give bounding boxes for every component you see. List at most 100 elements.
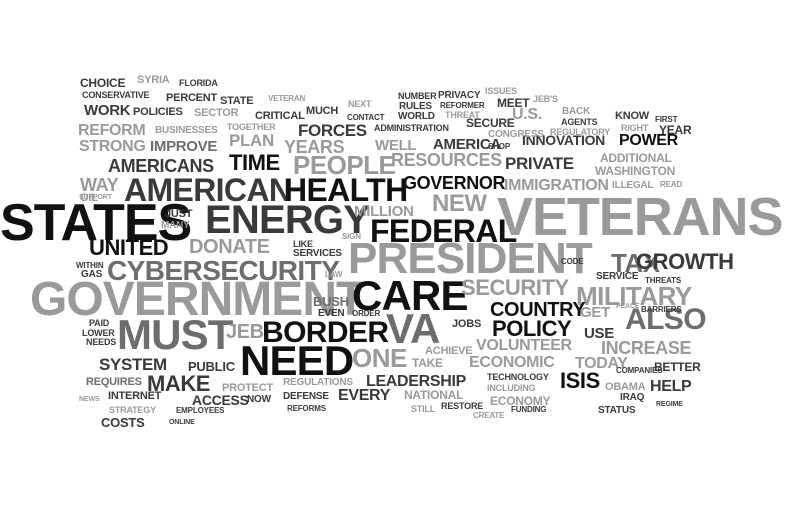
word: IMMIGRATION [504,177,609,194]
word: COSTS [101,415,145,430]
word: ORDER [352,309,381,318]
word: WITHIN [76,261,104,270]
word: JOBS [452,318,482,330]
word: FLORIDA [179,78,218,88]
word: STILL [411,404,436,414]
word: RULES [399,101,432,112]
word: NUMBER [398,91,437,101]
word: SERVICE [596,271,639,282]
word: AMERICA [433,136,501,153]
word: CONGRESS [488,129,544,140]
word: POLICIES [133,106,183,118]
word: CODE [561,257,584,266]
word: SECURE [466,116,515,130]
word: STATUS [598,405,636,416]
word: CHOICE [80,76,126,90]
word: CRITICAL [255,110,305,122]
word: NEW [432,190,487,217]
word: SUPPORT [79,194,112,201]
word: SECURITY [461,275,569,300]
word: BARRIERS [641,305,682,314]
word: KNOW [615,110,649,122]
word: VETERANS [497,187,784,247]
word: PAID [89,318,110,328]
word: INCREASE [601,338,692,358]
word: NEXT [348,99,372,109]
word: REGULATORY [550,127,611,137]
word: JEB'S [533,94,558,104]
word: ADDITIONAL [600,151,672,165]
word: REQUIRES [86,376,142,388]
word: CARE [352,272,468,319]
word: IMPROVE [150,138,218,155]
word: STATE [220,95,254,107]
word: AGENTS [561,117,598,127]
word: INNOVATION [522,132,606,148]
word: SIGN [342,232,361,241]
word: REFORMS [287,404,326,413]
word: PRIVATE [505,154,574,173]
word: REGIME [656,401,683,408]
word: U.S. [512,106,542,123]
word: BUSINESSES [155,125,218,136]
word: YEAR [659,123,692,137]
word: HELP [650,378,692,395]
word: AMERICANS [108,156,214,176]
word: EVERY [338,387,391,404]
word: POLICY [492,316,572,341]
word: IRAQ [620,392,645,403]
word: COUNTRY [490,299,586,321]
word: WELL [375,137,417,154]
word: ONE [352,343,407,373]
word: BACK [562,106,591,117]
word: USE [584,325,614,342]
word: MILLION [354,203,414,220]
word: ACHIEVE [425,345,473,357]
word: POWER [619,132,678,149]
word: BORDER [262,316,389,349]
word: ENERGY [205,198,370,242]
word: READ [660,180,683,189]
word: GROWTH [636,249,734,274]
word: LEADERSHIP [366,373,466,390]
word: STRATEGY [109,405,156,415]
word: STATES [0,194,192,252]
word: GOVERNOR [403,173,506,193]
word: VA [386,305,440,352]
word: ADMINISTRATION [374,123,449,133]
word: NEEDS [86,337,117,347]
word: TODAY [575,355,628,372]
word: WORLD [398,111,435,122]
word: TOGETHER [227,122,276,132]
word: THREATS [645,276,682,285]
word: HEALTH [284,172,408,208]
word: DEFENSE [283,391,329,402]
word: TECHNOLOGY [487,372,549,382]
word: ALSO [625,303,707,336]
word: NATIONAL [404,388,464,402]
word: ISSUES [485,86,517,96]
word: ISIS [560,368,600,393]
word: PERCENT [166,92,218,104]
word: PRESIDENT [348,234,593,283]
word: DONATE [189,236,270,258]
word: ACCESS [192,392,249,408]
word: TIME [229,150,280,175]
word: RIGHT [621,123,649,133]
word: WORK [84,102,131,119]
word: CONSERVATIVE [82,90,150,100]
word: CONTACT [347,113,385,122]
word: OIL [80,192,98,204]
word: JUST [165,208,193,220]
word: MAKE [147,371,211,396]
word: REGULATIONS [283,377,353,388]
word: WAY [80,175,119,195]
word: COMPANIES [616,366,663,375]
word: MUST [117,311,233,358]
word: FIRST [655,115,678,124]
word: ECONOMY [490,394,551,408]
word: LAW [325,270,343,279]
word: STRONG [79,138,146,155]
word: ECONOMIC [469,354,555,371]
